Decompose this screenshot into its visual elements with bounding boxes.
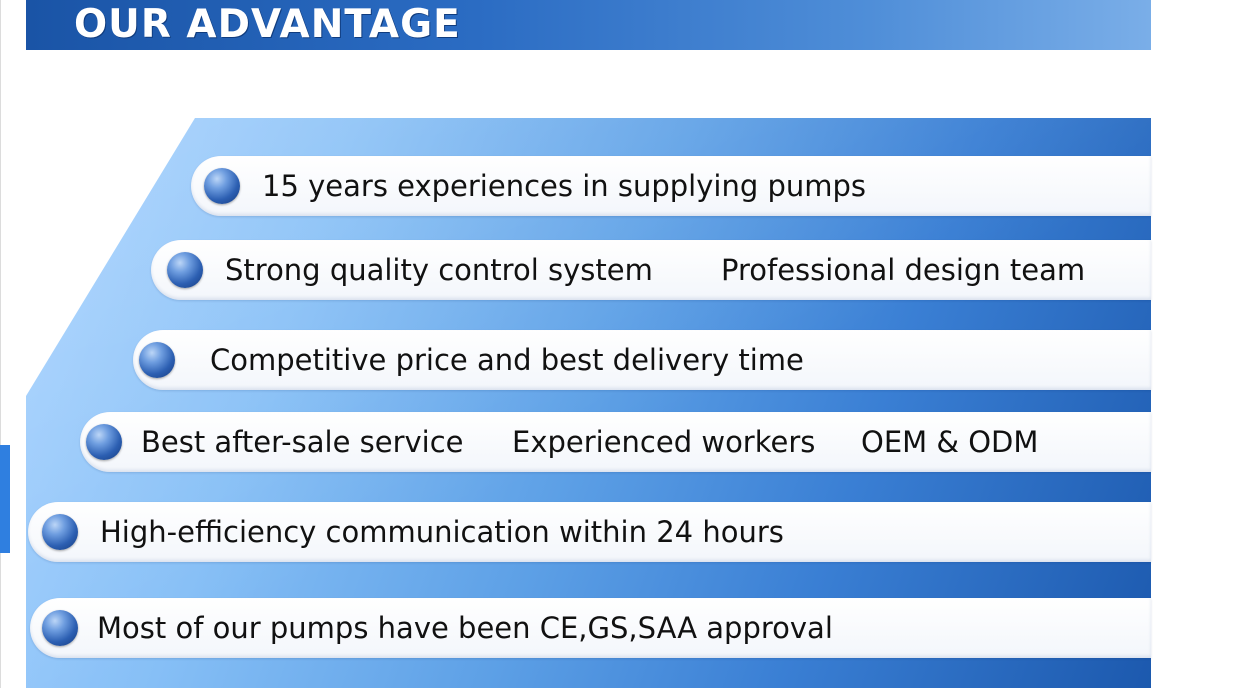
section-title: OUR ADVANTAGE xyxy=(74,2,461,47)
page-edge-rule xyxy=(0,0,1,688)
advantage-row: 15 years experiences in supplying pumps xyxy=(191,156,1151,216)
advantage-text: Best after-sale service xyxy=(141,425,464,459)
advantage-text: Strong quality control system xyxy=(225,253,653,287)
bullet-icon xyxy=(139,342,175,378)
advantage-text: High-efficiency communication within 24 … xyxy=(100,515,784,549)
advantage-row: Competitive price and best delivery time xyxy=(133,330,1151,390)
advantage-row: High-efficiency communication within 24 … xyxy=(28,502,1151,562)
advantage-text: Experienced workers xyxy=(512,425,816,459)
bullet-icon xyxy=(86,424,122,460)
advantage-row: Most of our pumps have been CE,GS,SAA ap… xyxy=(30,598,1151,658)
advantage-text: Professional design team xyxy=(721,253,1086,287)
advantage-row: Strong quality control system Profession… xyxy=(151,240,1151,300)
advantage-text: Competitive price and best delivery time xyxy=(210,343,804,377)
bullet-icon xyxy=(167,252,203,288)
bullet-icon xyxy=(42,610,78,646)
advantage-row: Best after-sale service Experienced work… xyxy=(80,412,1151,472)
bullet-icon xyxy=(42,514,78,550)
advantage-text: OEM & ODM xyxy=(861,425,1039,459)
side-tab[interactable] xyxy=(0,445,10,553)
section-header: OUR ADVANTAGE xyxy=(26,0,1151,50)
advantage-text: Most of our pumps have been CE,GS,SAA ap… xyxy=(97,611,833,645)
advantage-text: 15 years experiences in supplying pumps xyxy=(262,169,867,203)
bullet-icon xyxy=(204,168,240,204)
